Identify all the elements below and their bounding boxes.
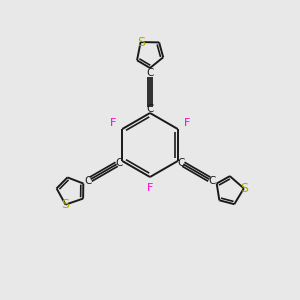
Text: C: C bbox=[146, 104, 154, 115]
Text: S: S bbox=[240, 182, 248, 195]
Text: C: C bbox=[209, 176, 216, 186]
Text: F: F bbox=[110, 118, 116, 128]
Text: S: S bbox=[136, 36, 145, 49]
Text: F: F bbox=[147, 183, 153, 193]
Text: S: S bbox=[61, 198, 70, 211]
Text: C: C bbox=[84, 176, 91, 186]
Text: F: F bbox=[184, 118, 190, 128]
Text: C: C bbox=[146, 68, 154, 78]
Text: C: C bbox=[116, 158, 123, 168]
Text: C: C bbox=[177, 158, 184, 168]
